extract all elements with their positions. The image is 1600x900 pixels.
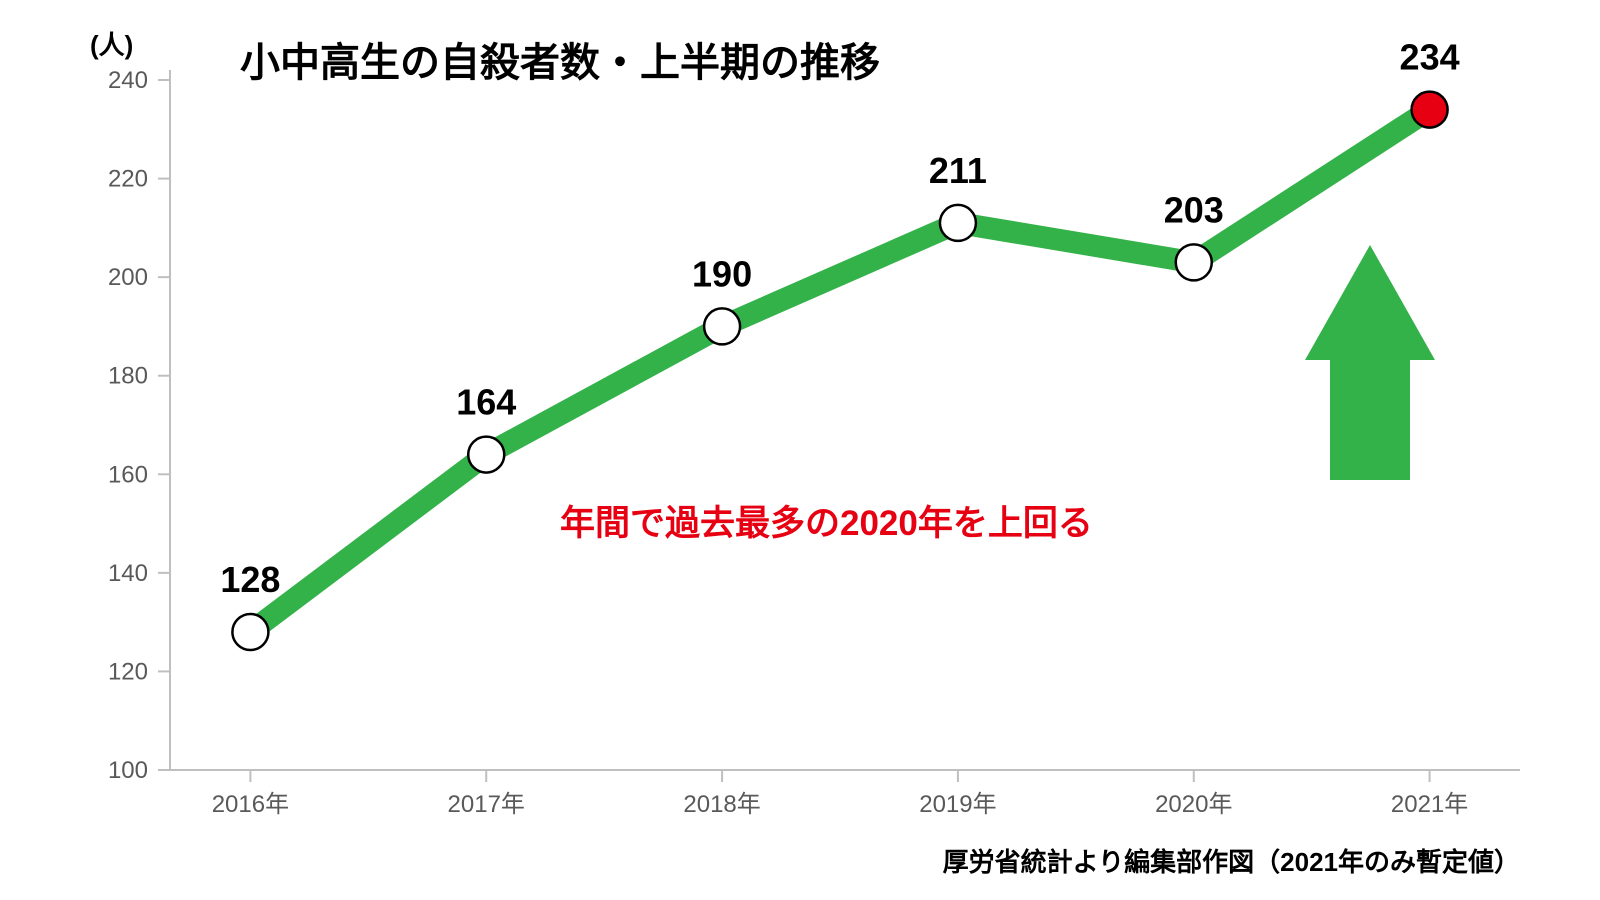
chart-title: 小中高生の自殺者数・上半期の推移 [240, 30, 880, 88]
svg-text:160: 160 [108, 461, 148, 488]
data-label: 203 [1164, 189, 1224, 230]
svg-text:220: 220 [108, 166, 148, 193]
y-axis-unit: (人) [90, 25, 133, 62]
svg-text:2017年: 2017年 [448, 791, 525, 818]
svg-text:200: 200 [108, 264, 148, 291]
svg-text:2020年: 2020年 [1155, 791, 1232, 818]
data-label: 190 [692, 253, 752, 294]
data-label: 128 [220, 559, 280, 600]
svg-text:2019年: 2019年 [919, 791, 996, 818]
chart-svg: 100 120 140 160 180 200 220 240 2016年 2017年 2018年 2… [0, 0, 1600, 900]
svg-text:100: 100 [108, 757, 148, 784]
svg-text:2016年: 2016年 [212, 791, 289, 818]
data-label: 211 [929, 150, 987, 191]
source-note: 厚労省統計より編集部作図（2021年のみ暫定値） [943, 842, 1520, 879]
svg-text:140: 140 [108, 560, 148, 587]
svg-text:180: 180 [108, 363, 148, 390]
svg-text:120: 120 [108, 658, 148, 685]
up-arrow-icon [1305, 245, 1435, 480]
svg-text:240: 240 [108, 67, 148, 94]
annotation-text: 年間で過去最多の2020年を上回る [560, 495, 1093, 546]
data-label: 164 [456, 382, 516, 423]
svg-text:2021年: 2021年 [1391, 791, 1468, 818]
data-label: 234 [1400, 37, 1460, 78]
line-chart: (人) 小中高生の自殺者数・上半期の推移 100 120 140 160 180 200 2… [0, 0, 1600, 900]
svg-text:2018年: 2018年 [683, 791, 760, 818]
